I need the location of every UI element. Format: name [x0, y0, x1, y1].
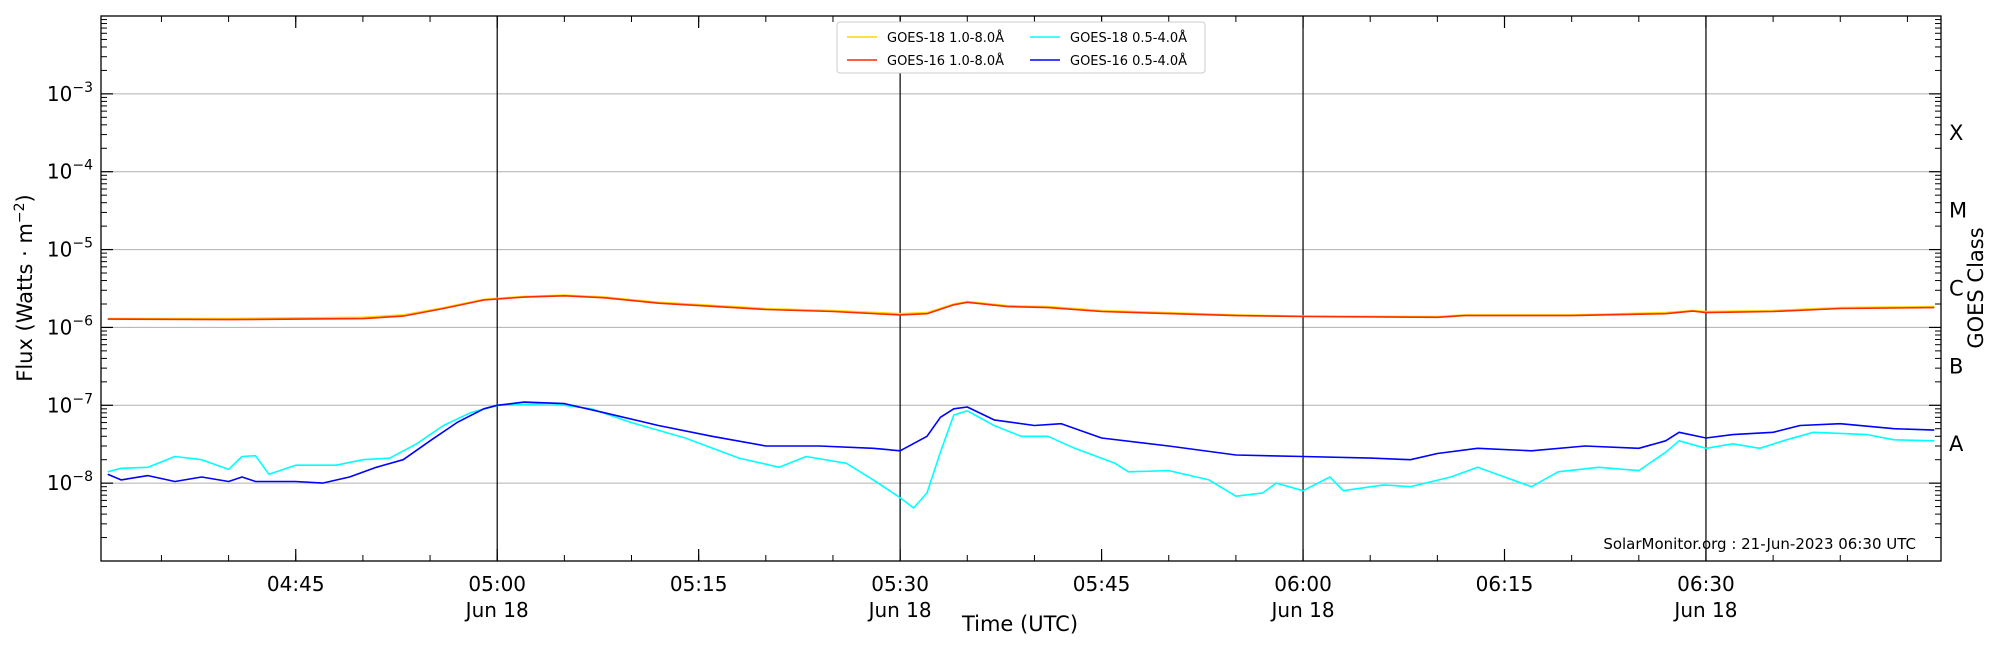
- x-tick-label-0500: 05:00: [468, 572, 526, 596]
- source-annotation: SolarMonitor.org : 21-Jun-2023 06:30 UTC: [1603, 535, 1916, 553]
- series-group: [107, 294, 1935, 509]
- x-tick-date-0530: Jun 18: [867, 598, 932, 622]
- legend: GOES-18 1.0-8.0Å GOES-16 1.0-8.0Å GOES-18 …: [836, 21, 1206, 74]
- goes-class-X: X: [1949, 121, 1963, 145]
- goes-class-axis-title: GOES Class: [1964, 227, 1988, 348]
- y-axis-title: Flux (Watts · m−2): [12, 194, 37, 382]
- x-tick-label-0630: 06:30: [1677, 572, 1735, 596]
- y-tick-label-1e-8: 10−8: [47, 469, 93, 495]
- series-line-1: [107, 295, 1935, 321]
- x-tick-date-0600: Jun 18: [1270, 598, 1335, 622]
- goes-class-labels: A B C M X: [1949, 121, 1967, 456]
- legend-label-0: GOES-18 1.0-8.0Å: [887, 30, 1004, 46]
- goes-class-A: A: [1949, 432, 1964, 456]
- y-tick-label-1e-3: 10−3: [47, 80, 93, 106]
- y-tick-label-1e-7: 10−7: [47, 391, 93, 417]
- x-axis-title: Time (UTC): [961, 612, 1078, 636]
- x-tick-label-0615: 06:15: [1476, 572, 1534, 596]
- x-tick-label-0515: 05:15: [670, 572, 728, 596]
- legend-box: [836, 21, 1206, 74]
- legend-label-2: GOES-18 0.5-4.0Å: [1070, 30, 1187, 46]
- x-tick-date-0630: Jun 18: [1672, 598, 1737, 622]
- x-tick-label-0600: 06:00: [1274, 572, 1332, 596]
- y-axis-ticks: 10−8 10−7 10−6 10−5 10−4 10−3: [47, 19, 1941, 539]
- series-line-3: [107, 401, 1935, 484]
- x-tick-date-0500: Jun 18: [464, 598, 529, 622]
- x-tick-label-0545: 05:45: [1073, 572, 1131, 596]
- y-tick-label-1e-4: 10−4: [47, 158, 93, 184]
- legend-label-1: GOES-16 1.0-8.0Å: [887, 53, 1004, 69]
- goes-class-C: C: [1949, 277, 1964, 301]
- y-tick-label-1e-6: 10−6: [47, 313, 93, 339]
- x-tick-label-0445: 04:45: [267, 572, 325, 596]
- y-tick-label-1e-5: 10−5: [47, 236, 93, 262]
- grid-lines: [101, 93, 1941, 484]
- legend-label-3: GOES-16 0.5-4.0Å: [1070, 53, 1187, 69]
- plot-frame: [100, 15, 1942, 562]
- goes-class-M: M: [1949, 199, 1967, 223]
- series-line-2: [107, 402, 1935, 509]
- x-tick-label-0530: 05:30: [871, 572, 929, 596]
- goes-class-B: B: [1949, 354, 1963, 378]
- hour-marker-lines: [496, 16, 1707, 561]
